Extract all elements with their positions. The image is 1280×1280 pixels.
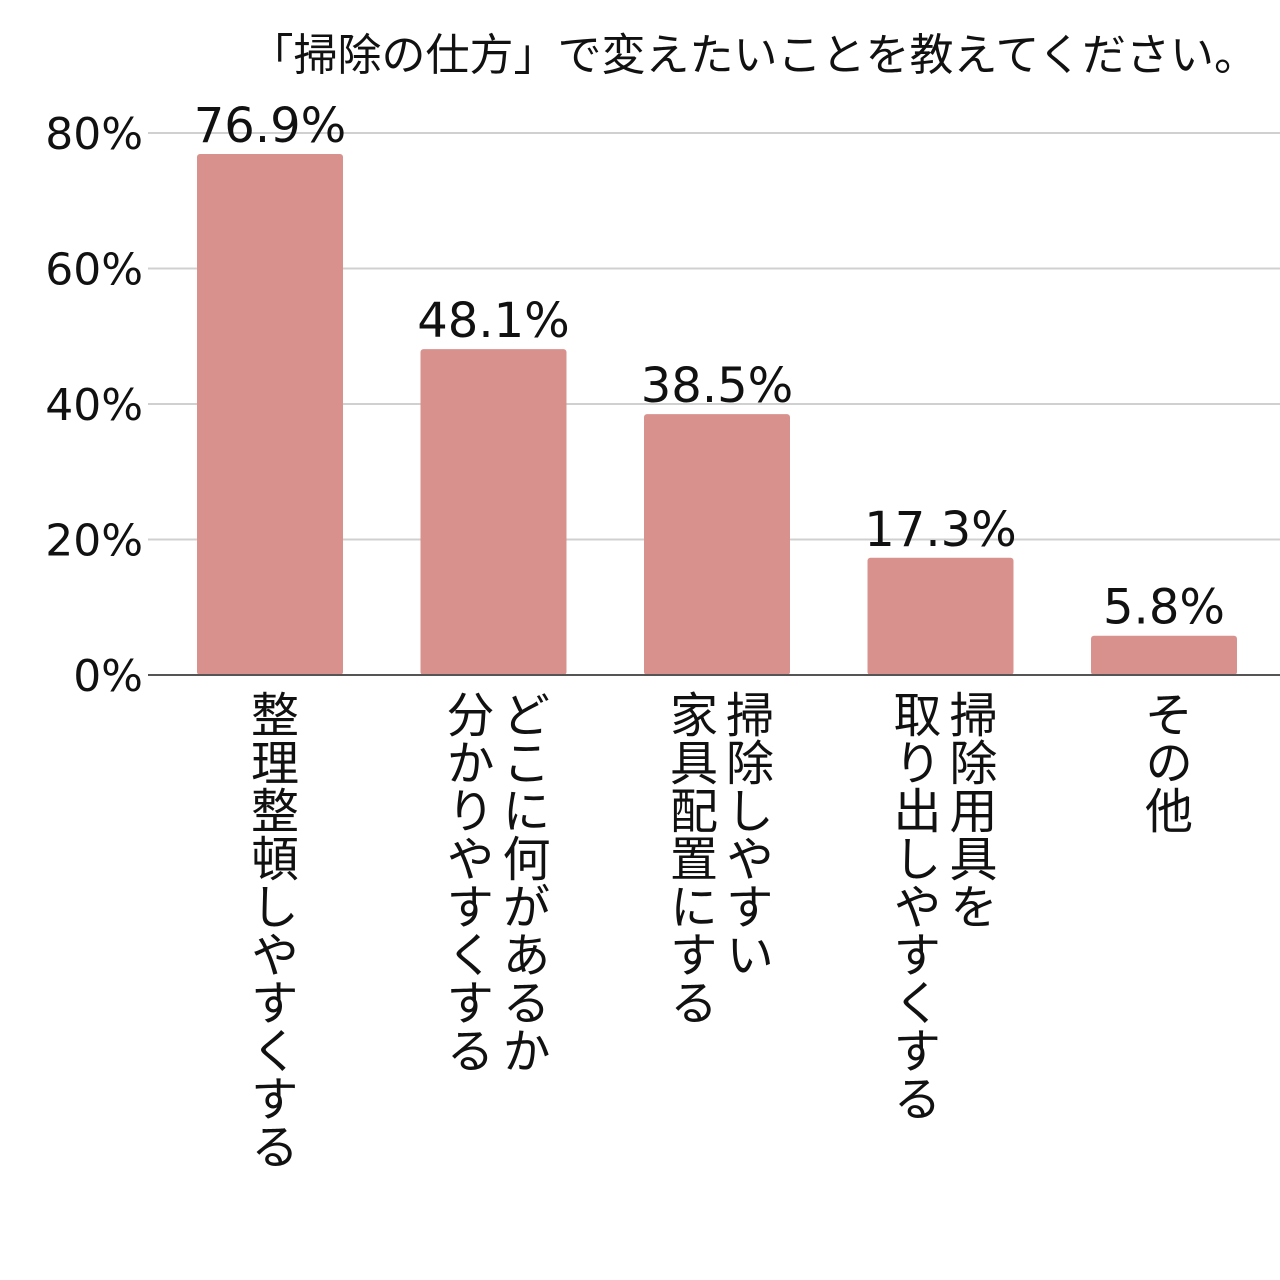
category-label: 掃除しやすい bbox=[717, 690, 773, 978]
bars-layer bbox=[197, 154, 1237, 675]
chart-title: 「掃除の仕方」で変えたいことを教えてください。 bbox=[250, 30, 1258, 81]
y-tick-label: 20% bbox=[45, 516, 143, 567]
category-label: どこに何があるか bbox=[494, 690, 550, 1074]
bar-value-label: 5.8% bbox=[1103, 580, 1225, 636]
bar bbox=[420, 349, 567, 675]
y-tick-label: 60% bbox=[45, 245, 143, 296]
bar-value-label: 76.9% bbox=[194, 98, 346, 154]
category-label: 家具配置にする bbox=[661, 690, 717, 1026]
axis-layer: 0% 20% 40% 60% 80% bbox=[45, 109, 1280, 702]
bar-value-label: 38.5% bbox=[641, 358, 793, 414]
bar bbox=[1091, 635, 1237, 675]
category-label: 取り出しやすくする bbox=[885, 690, 941, 1122]
category-label: その他 bbox=[1136, 690, 1193, 834]
bar bbox=[644, 414, 790, 675]
bar bbox=[867, 557, 1014, 675]
bar bbox=[197, 154, 343, 675]
bar-value-label: 17.3% bbox=[864, 502, 1016, 558]
category-label: 整理整頓しやすくする bbox=[242, 690, 298, 1170]
bar-value-label: 48.1% bbox=[417, 293, 569, 349]
y-tick-label: 80% bbox=[45, 109, 143, 160]
category-label: 分かりやすくする bbox=[438, 690, 494, 1074]
y-tick-label: 40% bbox=[45, 380, 143, 431]
category-label: 掃除用具を bbox=[941, 690, 997, 930]
value-labels-layer: 76.9% 48.1% 38.5% 17.3% 5.8% bbox=[194, 98, 1225, 636]
y-tick-label: 0% bbox=[73, 651, 143, 702]
